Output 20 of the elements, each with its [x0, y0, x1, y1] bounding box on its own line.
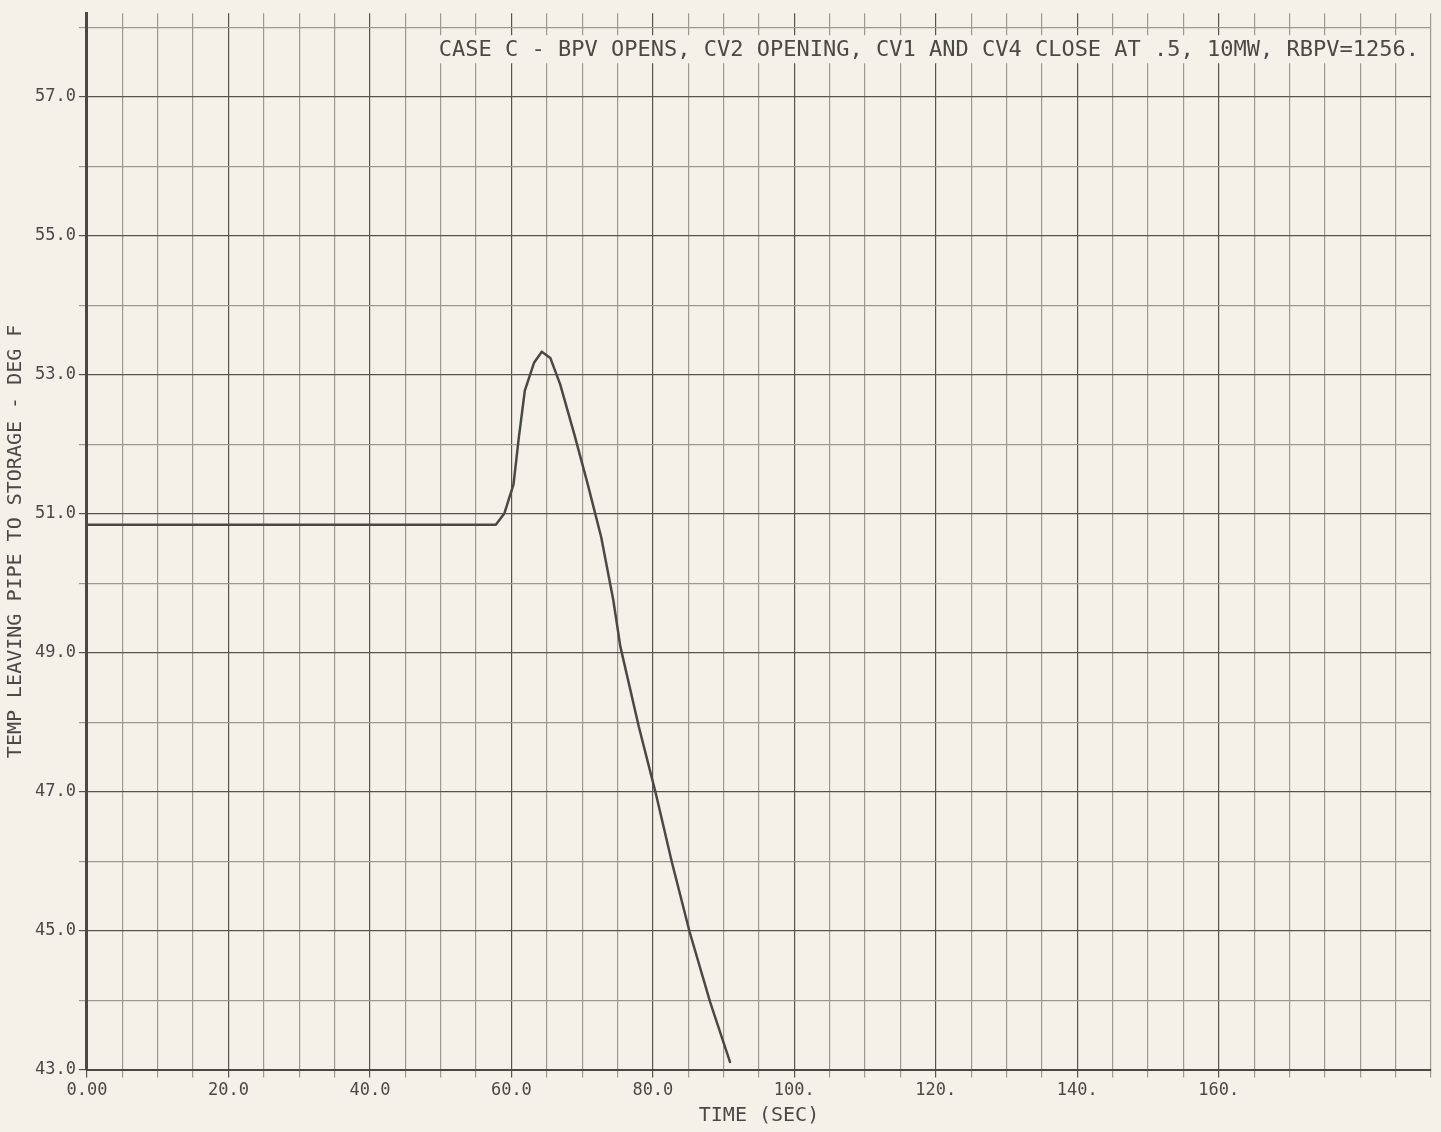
- y-axis-title: TEMP LEAVING PIPE TO STORAGE - DEG F: [2, 324, 27, 759]
- y-tick-label: 49.0: [34, 641, 76, 662]
- y-tick-label: 45.0: [34, 919, 76, 940]
- y-tick-label: 53.0: [34, 363, 76, 384]
- x-tick-label: 20.0: [207, 1079, 249, 1100]
- y-tick-label: 51.0: [34, 502, 76, 523]
- y-tick-label: 43.0: [34, 1058, 76, 1079]
- x-tick-label: 80.0: [632, 1079, 674, 1100]
- y-tick-label: 57.0: [34, 85, 76, 106]
- y-tick-label: 47.0: [34, 780, 76, 801]
- x-tick-label: 0.00: [66, 1079, 108, 1100]
- y-tick-label: 55.0: [34, 224, 76, 245]
- x-tick-label: 120.: [915, 1079, 957, 1100]
- x-tick-label: 40.0: [349, 1079, 391, 1100]
- x-tick-label: 100.: [773, 1079, 815, 1100]
- text: CASE C - BPV OPENS, CV2 OPENING, CV1 AND CV4 CLOSE AT .5, 10MW, RBPV=1256.: [438, 35, 1419, 61]
- x-tick-label: 60.0: [490, 1079, 532, 1100]
- x-tick-label: 160.: [1198, 1079, 1240, 1100]
- x-tick-label: 140.: [1056, 1079, 1098, 1100]
- x-axis-title: TIME (SEC): [698, 1102, 820, 1127]
